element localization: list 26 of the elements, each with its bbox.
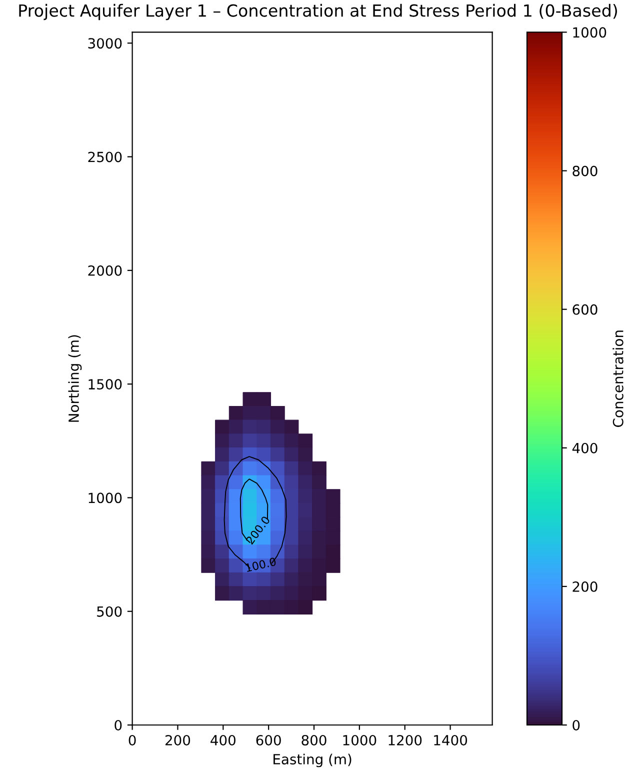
y-tick-label: 2000 [88, 265, 122, 276]
chart-title: Project Aquifer Layer 1 – Concentration at End Stress Period 1 (0-Based) [19, 4, 617, 20]
x-tick-label: 1000 [343, 734, 376, 746]
text: 100.0 [245, 557, 276, 572]
x-tick-label: 800 [302, 734, 326, 746]
y-tick-label: 3000 [88, 38, 122, 49]
x-tick-label: 200 [165, 734, 190, 746]
color-bar-label: 200 [572, 581, 598, 592]
color-bar-label: 1000 [573, 27, 606, 38]
x-tick-label: 1400 [434, 734, 468, 746]
x-tick-label: 600 [256, 734, 281, 746]
y-tick-label: 2500 [88, 152, 122, 162]
y-tick-label: 1500 [88, 379, 122, 390]
x-tick-label: 1200 [388, 734, 422, 746]
x-axis-title: Easting (m) [274, 754, 352, 768]
x-tick-label: 400 [210, 734, 236, 746]
y-tick-label: 1000 [88, 492, 122, 504]
y-axis-title: Northing (m) [68, 335, 82, 422]
y-tick-label: 0 [114, 720, 122, 730]
y-tick-label: 500 [97, 606, 122, 617]
color-bar-title: Concentration [612, 330, 624, 427]
color-bar-label: 800 [572, 166, 598, 176]
color-bar-label: 600 [572, 304, 598, 315]
color-bar-label: 0 [572, 720, 580, 730]
x-tick-label: 0 [128, 734, 136, 746]
color-bar-label: 400 [572, 442, 598, 454]
